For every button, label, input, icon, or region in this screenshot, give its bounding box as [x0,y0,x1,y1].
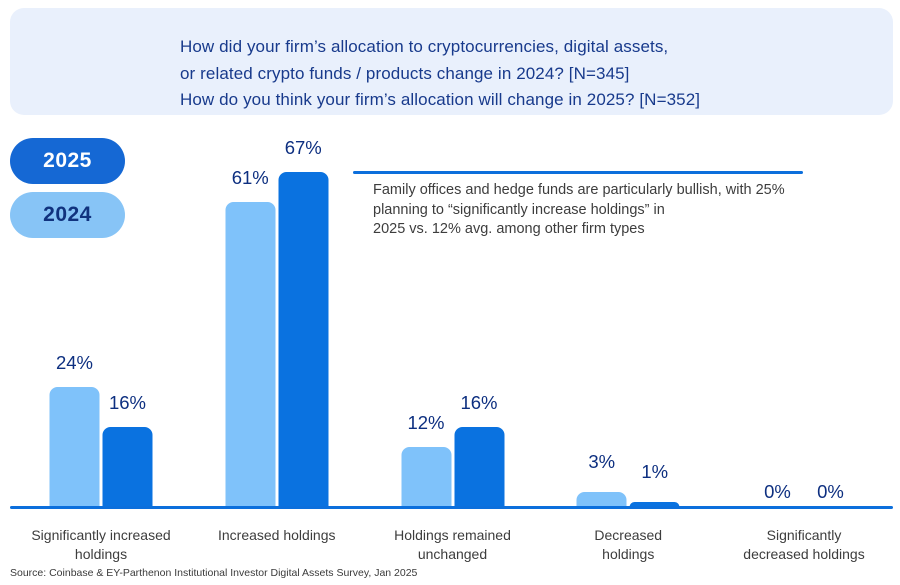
category-label-line: Decreased [594,527,663,543]
bar-value-label-2024: 61% [231,167,269,188]
bar-column-2024: 24% [49,352,100,507]
annotation-line-1: Family offices and hedge funds are parti… [373,182,785,198]
category-label-line: holdings [74,546,128,562]
x-axis-line [10,506,893,509]
bar-column-2025: 1% [629,461,680,507]
bar-value-label-2025: 67% [284,137,322,158]
legend-label-2025: 2025 [43,149,92,172]
question-text: How did your firm’s allocation to crypto… [180,34,700,114]
bar-2024 [49,387,100,507]
question-box: How did your firm’s allocation to crypto… [10,8,893,115]
bar-value-label-2024: 12% [407,412,445,433]
bar-column-2025: 67% [278,137,329,507]
category-label-line: Increased holdings [217,527,336,543]
annotation-line-2: planning to “significantly increase hold… [373,201,665,218]
category-label-line: Significantly [766,527,842,543]
category-label-line: Significantly increased [31,527,171,543]
bar-value-label-2025: 1% [641,461,669,482]
legend-pill-2025: 2025 [10,138,125,184]
annotation-text: Family offices and hedge funds are parti… [373,181,843,240]
bar-2025 [278,172,329,507]
bar-group: 61% 67% [225,137,329,507]
bar-value-label-2025: 0% [817,481,844,502]
bar-2024 [225,202,276,507]
bar-column-2024: 3% [576,451,627,507]
bar-2024 [576,492,627,507]
bar-2025 [629,502,680,507]
question-line-3: How do you think your firm’s allocation … [180,90,701,109]
category-label-line: holdings [602,546,655,562]
bar-group: 24% 16% [49,352,153,507]
category-label: Increased holdings [182,526,372,545]
source-attribution: Source: Coinbase & EY-Parthenon Institut… [10,567,418,579]
bar-value-label-2024: 3% [588,451,616,472]
legend-label-2024: 2024 [43,203,92,226]
bar-value-label-2024: 24% [55,352,94,373]
bar-group: 12% 16% [401,392,504,507]
bar-column-2025: 16% [454,392,504,507]
category-label-line: unchanged [417,546,488,562]
annotation-pointer-line [353,171,803,174]
category-label-line: decreased holdings [743,546,865,562]
category-label: Significantly decreased holdings [709,526,899,564]
question-line-1: How did your firm’s allocation to crypto… [180,37,669,56]
bar-chart-plot-area: 24% 16% 61% 67% 12% 16% 3% 1% 0% 0% [10,130,893,507]
bar-column-2024: 12% [401,412,451,507]
category-label: Decreased holdings [533,526,723,564]
bar-2024 [401,447,451,507]
bar-column-2025: 16% [102,392,153,507]
bar-value-label-2024: 0% [764,481,791,502]
bar-2025 [102,427,153,507]
category-label: Holdings remained unchanged [358,526,548,564]
bar-value-label-2025: 16% [460,392,498,413]
legend-pill-2024: 2024 [10,192,125,238]
category-label-line: Holdings remained [394,527,511,543]
annotation-line-3: 2025 vs. 12% avg. among other firm types [373,221,645,237]
bar-group: 3% 1% [576,451,680,507]
category-label: Significantly increased holdings [6,526,196,564]
bar-value-label-2025: 16% [108,392,147,413]
bar-column-2024: 61% [225,167,276,507]
question-line-2: or related crypto funds / products chang… [180,63,630,83]
bar-2025 [454,427,504,507]
